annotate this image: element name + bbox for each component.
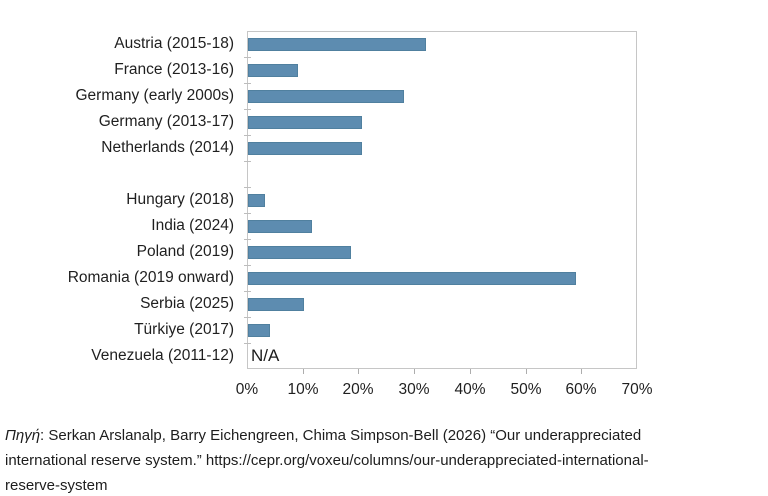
x-axis-tick-label: 20%: [342, 381, 374, 398]
chart-row: Netherlands (2014): [0, 135, 637, 161]
category-label: Netherlands (2014): [101, 139, 234, 156]
y-axis-tick: [244, 161, 251, 162]
source-caption: Πηγή: Serkan Arslanalp, Barry Eichengree…: [5, 423, 745, 496]
bar: [248, 141, 362, 155]
y-axis-tick: [244, 135, 251, 136]
bar: [248, 245, 351, 259]
chart-row: Venezuela (2011-12) N/A: [0, 343, 637, 369]
y-axis-tick: [244, 109, 251, 110]
caption-line-1: Πηγή: Serkan Arslanalp, Barry Eichengree…: [5, 423, 745, 448]
caption-line-3: reserve-system: [5, 477, 108, 494]
category-label: Romania (2019 onward): [67, 269, 234, 286]
x-axis-tick: [358, 369, 359, 374]
chart-row: Serbia (2025): [0, 291, 637, 317]
bar-track: [248, 109, 637, 135]
category-label: India (2024): [151, 217, 234, 234]
group-gap-row: [0, 161, 637, 187]
y-axis-tick: [244, 57, 251, 58]
chart-row: Germany (2013-17): [0, 109, 637, 135]
category-label: Venezuela (2011-12): [91, 347, 234, 364]
bar: [248, 297, 304, 311]
bar: [248, 219, 312, 233]
y-axis-tick: [244, 265, 251, 266]
bar-track: [248, 239, 637, 265]
x-axis-tick: [581, 369, 582, 374]
na-label: N/A: [251, 346, 280, 365]
chart-row: France (2013-16): [0, 57, 637, 83]
bar: [248, 271, 576, 285]
category-label: Poland (2019): [136, 243, 234, 260]
chart-row: Hungary (2018): [0, 187, 637, 213]
chart-row: Türkiye (2017): [0, 317, 637, 343]
x-axis-tick-label: 30%: [398, 381, 430, 398]
y-axis-tick: [244, 291, 251, 292]
x-axis-tick-label: 50%: [510, 381, 542, 398]
bar: [248, 37, 426, 51]
bar: [248, 89, 404, 103]
category-label: Hungary (2018): [126, 191, 234, 208]
category-label: Türkiye (2017): [134, 321, 234, 338]
category-label: Germany (2013-17): [98, 113, 234, 130]
bar-track: [248, 213, 637, 239]
bar-track: N/A: [248, 343, 637, 369]
y-axis-tick: [244, 213, 251, 214]
y-axis-tick: [244, 343, 251, 344]
x-axis-tick: [526, 369, 527, 374]
bar: [248, 193, 265, 207]
category-label: Serbia (2025): [140, 295, 234, 312]
source-label: Πηγή: [5, 427, 41, 444]
chart-row: Romania (2019 onward): [0, 265, 637, 291]
chart-row: India (2024): [0, 213, 637, 239]
category-label: Austria (2015-18): [114, 35, 234, 52]
x-axis-tick-label: 40%: [454, 381, 486, 398]
plot-area: [247, 31, 637, 369]
bar: [248, 323, 271, 337]
category-label: France (2013-16): [114, 61, 234, 78]
x-axis-tick: [414, 369, 415, 374]
x-axis-tick-label: 0%: [235, 381, 259, 398]
chart-row: Austria (2015-18): [0, 31, 637, 57]
caption-line-1-text: : Serkan Arslanalp, Barry Eichengreen, C…: [40, 427, 642, 444]
bar-track: [248, 83, 637, 109]
y-axis-tick: [244, 239, 251, 240]
bar: [248, 63, 298, 77]
bar-track: [248, 291, 637, 317]
x-axis-tick-label: 70%: [621, 381, 653, 398]
category-label: Germany (early 2000s): [75, 87, 234, 104]
caption-line-2: international reserve system.” https://c…: [5, 452, 649, 469]
chart-row: Germany (early 2000s): [0, 83, 637, 109]
y-axis-tick: [244, 83, 251, 84]
chart-rows: Austria (2015-18) France (2013-16) Germany…: [0, 31, 637, 369]
bar-track: [248, 31, 637, 57]
bar-track: [248, 135, 637, 161]
chart-row: Poland (2019): [0, 239, 637, 265]
x-axis-tick-label: 10%: [287, 381, 319, 398]
y-axis-tick: [244, 187, 251, 188]
bar-track: [248, 57, 637, 83]
bar-track: [248, 317, 637, 343]
x-axis-tick: [470, 369, 471, 374]
y-axis-tick: [244, 317, 251, 318]
x-axis-tick-label: 60%: [565, 381, 597, 398]
bar: [248, 115, 362, 129]
bar-track: [248, 187, 637, 213]
bar-track: [248, 265, 637, 291]
x-axis-tick: [303, 369, 304, 374]
